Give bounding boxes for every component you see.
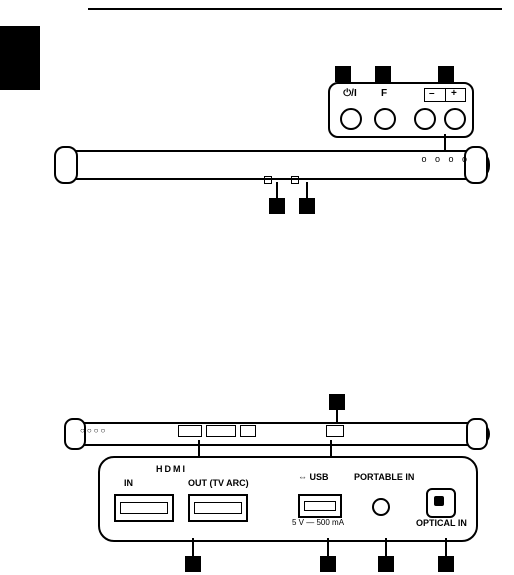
marker xyxy=(320,556,336,572)
rear-slot-icon xyxy=(206,425,236,437)
usb-sub-label: 5 V — 500 mA xyxy=(292,518,344,527)
hdmi-in-label: IN xyxy=(124,478,133,488)
vol-plus: + xyxy=(451,88,457,99)
portable-in-port[interactable] xyxy=(372,498,390,516)
leader-line xyxy=(306,182,308,198)
rear-buttons-icon: ○○○○ xyxy=(80,426,107,435)
front-buttons-callout: ⏻/I F – + xyxy=(328,82,474,138)
marker xyxy=(299,198,315,214)
usb-port[interactable] xyxy=(298,494,342,518)
optical-in-label: OPTICAL IN xyxy=(416,518,467,528)
marker xyxy=(269,198,285,214)
volume-box-icon: – + xyxy=(424,88,466,102)
power-button[interactable] xyxy=(340,108,362,130)
end-cap-icon xyxy=(464,146,488,184)
vol-minus: – xyxy=(429,88,435,99)
page: ⏻/I F – + o o o o ○○○○ xyxy=(0,0,514,575)
rear-slot-icon xyxy=(326,425,344,437)
led-indicator-icon xyxy=(264,176,272,184)
vol-down-button[interactable] xyxy=(414,108,436,130)
soundbar-front: o o o o xyxy=(56,140,486,190)
function-label: F xyxy=(376,88,392,99)
marker xyxy=(185,556,201,572)
rear-slot-icon xyxy=(240,425,256,437)
leader-line xyxy=(385,538,387,556)
marker xyxy=(335,66,351,82)
marker xyxy=(329,394,345,410)
leader-line xyxy=(276,182,278,198)
rear-ports-callout: HDMI IN OUT (TV ARC) ⇔ USB 5 V — 500 mA … xyxy=(98,456,478,542)
leader-line xyxy=(445,538,447,556)
hdmi-out-port[interactable] xyxy=(188,494,248,522)
function-button[interactable] xyxy=(374,108,396,130)
header-rule xyxy=(88,8,502,10)
top-buttons-hint: o o o o xyxy=(421,154,470,164)
chapter-tab xyxy=(0,26,40,90)
marker xyxy=(378,556,394,572)
marker xyxy=(375,66,391,82)
led-indicator-icon xyxy=(291,176,299,184)
optical-in-port[interactable] xyxy=(426,488,456,518)
hdmi-logo: HDMI xyxy=(156,464,187,474)
leader-line xyxy=(327,538,329,556)
marker xyxy=(438,556,454,572)
power-label: ⏻/I xyxy=(338,88,362,99)
rear-slot-icon xyxy=(178,425,202,437)
vol-up-button[interactable] xyxy=(444,108,466,130)
leader-line xyxy=(192,538,194,556)
end-cap-icon xyxy=(54,146,78,184)
hdmi-in-port[interactable] xyxy=(114,494,174,522)
usb-label: ⇔ USB xyxy=(298,472,329,482)
marker xyxy=(438,66,454,82)
hdmi-out-label: OUT (TV ARC) xyxy=(188,478,249,488)
soundbar-body-rear xyxy=(66,422,490,446)
end-cap-icon xyxy=(466,418,488,450)
portable-in-label: PORTABLE IN xyxy=(354,472,414,482)
soundbar-rear: ○○○○ xyxy=(66,416,486,450)
